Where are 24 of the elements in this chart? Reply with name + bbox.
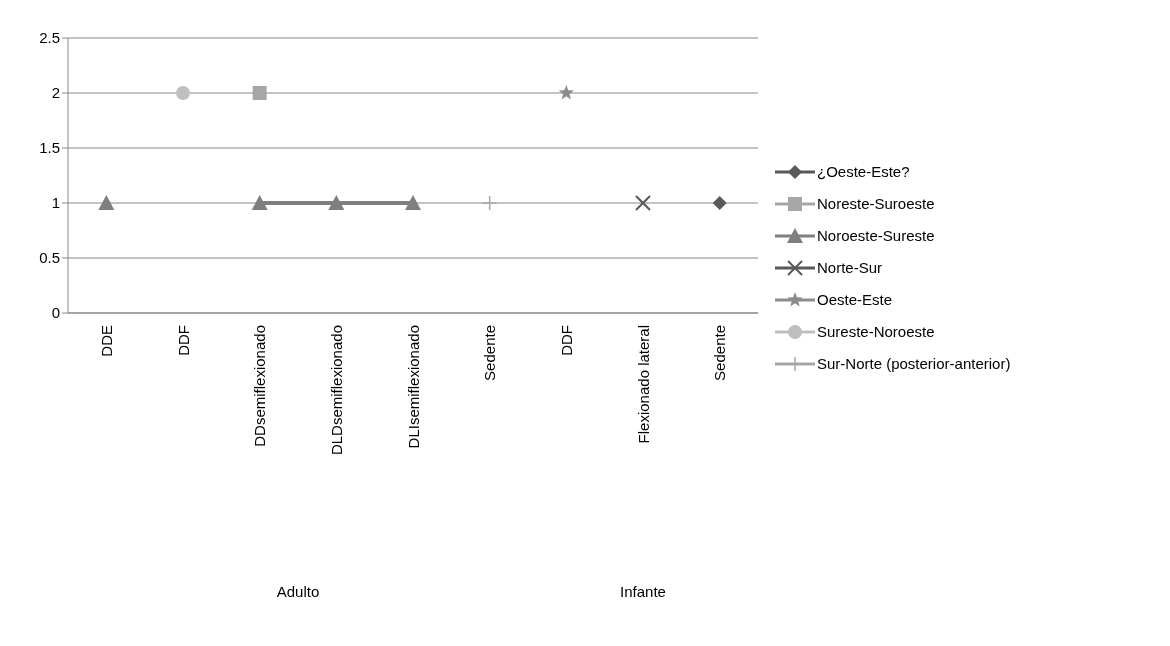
legend-label: Oeste-Este — [817, 291, 893, 308]
legend-label: ¿Oeste-Este? — [817, 163, 910, 180]
y-tick-label: 2.5 — [39, 29, 60, 47]
text: Infante — [619, 583, 667, 600]
text: Adulto — [275, 583, 321, 600]
x-tick-label: DLDsemiflexionado — [327, 325, 345, 456]
x-tick-label: DDF — [174, 325, 192, 356]
y-tick-label: 0 — [51, 304, 60, 322]
legend-label: Noreste-Suroeste — [817, 195, 935, 212]
y-tick-label: 2 — [51, 84, 60, 102]
legend-label: Sureste-Noroeste — [817, 323, 935, 340]
x-tick-label: Sedente — [481, 325, 499, 381]
legend-label: Sur-Norte (posterior-anterior) — [817, 355, 1011, 372]
legend-label: Noroeste-Sureste — [817, 227, 935, 244]
y-tick-label: 1.5 — [39, 139, 60, 157]
x-tick-label: DLIsemiflexionado — [404, 325, 422, 449]
x-tick-label: DDF — [557, 325, 575, 356]
y-tick-label: 1 — [51, 194, 60, 212]
y-tick-label: 0.5 — [39, 249, 60, 267]
legend-label: Norte-Sur — [817, 259, 883, 276]
x-tick-label: DDE — [97, 325, 115, 357]
x-tick-label: Sedente — [711, 325, 729, 381]
x-tick-label: DDsemiflexionado — [251, 325, 269, 447]
x-tick-label: Flexionado lateral — [634, 325, 652, 444]
